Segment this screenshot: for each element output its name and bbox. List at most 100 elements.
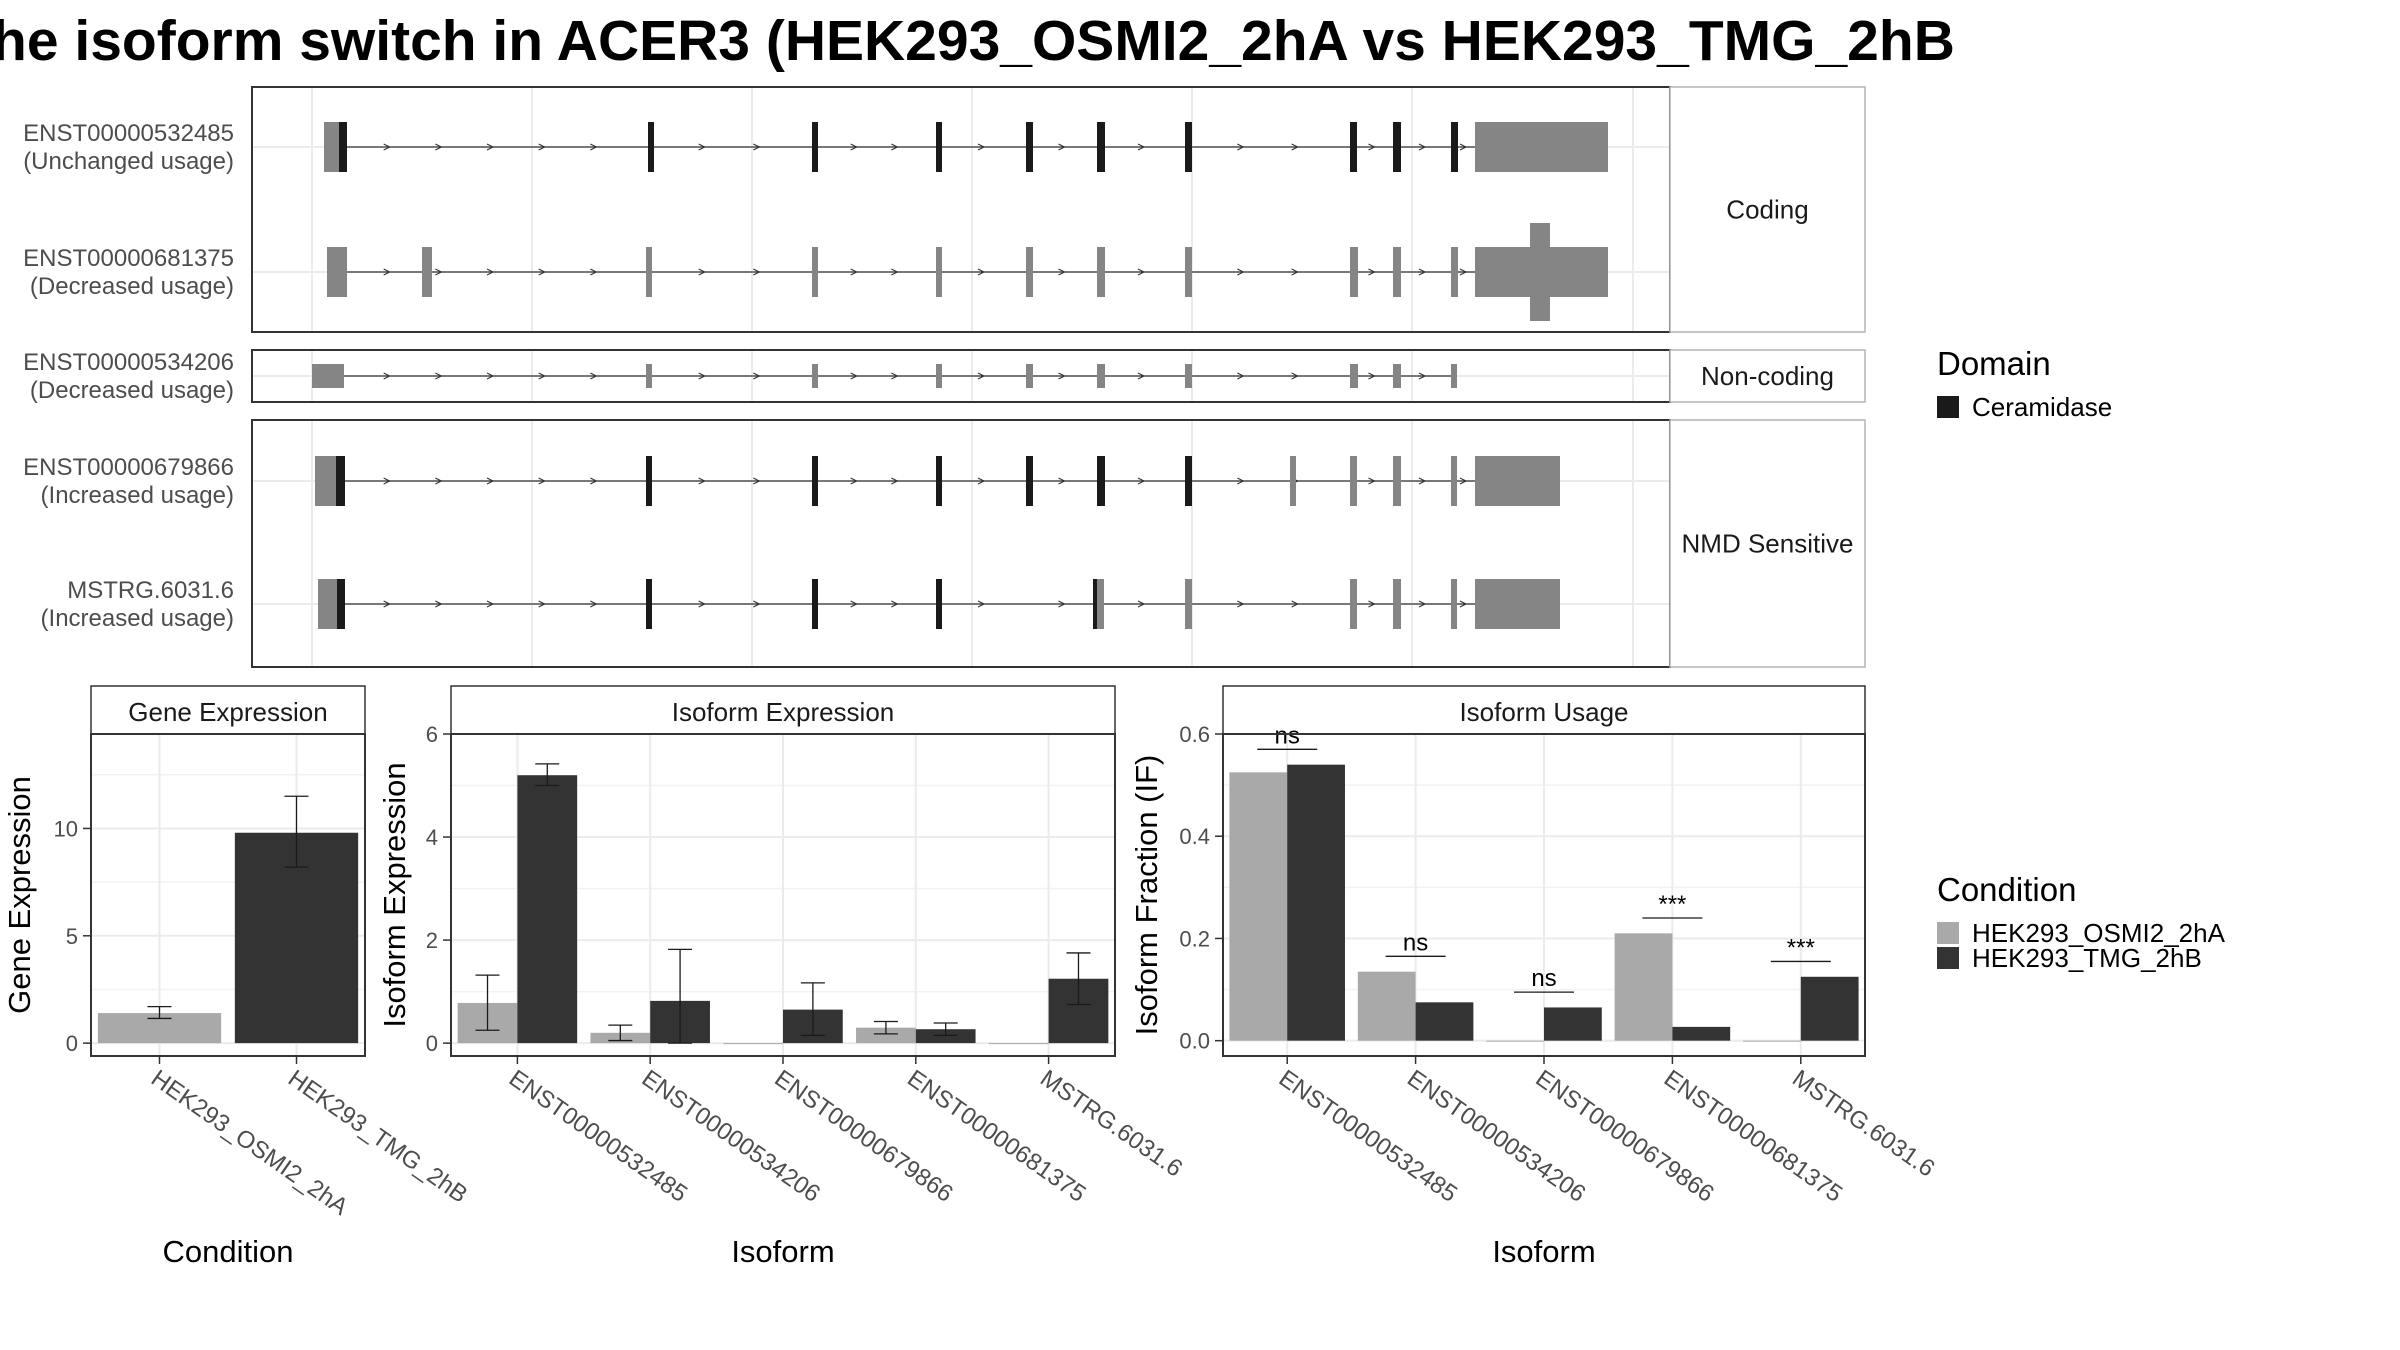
ceramidase-domain-exon — [1026, 122, 1033, 172]
ceramidase-domain-exon — [648, 122, 654, 172]
condition-legend-title: Condition — [1937, 871, 2076, 908]
exon-block — [1026, 247, 1033, 297]
intron-arrow — [850, 143, 858, 151]
intron-arrow — [753, 268, 761, 276]
intron-arrow — [383, 143, 391, 151]
intron-arrow — [1418, 477, 1427, 485]
osmi2-legend-label: HEK293_OSMI2_2hA — [1972, 918, 2226, 948]
intron-arrow — [538, 143, 546, 151]
group-strip — [1669, 349, 1866, 403]
y-tick-label: 0.6 — [1179, 722, 1210, 747]
intron-arrow — [435, 372, 443, 380]
y-tick-label: 0 — [426, 1031, 438, 1056]
group-label-1: Non-coding — [1701, 361, 1834, 391]
intron-arrow — [850, 600, 858, 608]
exon-block — [327, 247, 347, 297]
group-strip — [1669, 419, 1866, 668]
intron-arrow — [1058, 477, 1066, 485]
intron-arrow — [1137, 600, 1146, 608]
isoform-id-label: ENST00000534206 — [23, 349, 234, 376]
panel-strip — [450, 685, 1116, 735]
transcript-structure-panel: Coding ENST00000532485(Unchanged usage) EN… — [23, 86, 1866, 668]
bar — [1357, 971, 1416, 1041]
ceramidase-legend-label: Ceramidase — [1972, 392, 2112, 422]
transcript-box-bg — [252, 420, 1670, 667]
ceramidase-domain-exon — [1093, 579, 1097, 629]
bar — [1614, 933, 1673, 1041]
significance-label: *** — [1787, 934, 1815, 961]
intron-arrow — [1137, 372, 1146, 380]
tmg-legend-key — [1937, 947, 1959, 969]
panel-title: Isoform Expression — [672, 697, 895, 727]
exon-block — [1480, 122, 1608, 172]
exon-block — [1393, 364, 1401, 388]
intron-arrow — [590, 372, 598, 380]
significance-label: ns — [1403, 929, 1428, 956]
intron-arrow — [1291, 143, 1299, 151]
intron-arrow — [850, 268, 858, 276]
intron-arrow — [891, 477, 899, 485]
y-tick-label: 5 — [66, 924, 78, 949]
intron-arrow — [1058, 600, 1066, 608]
ceramidase-domain-exon — [936, 579, 942, 629]
intron-arrow — [383, 477, 391, 485]
ceramidase-domain-exon — [812, 579, 818, 629]
group-strip — [1669, 86, 1866, 333]
exon-block — [1451, 364, 1457, 388]
isoform-usage-label: (Unchanged usage) — [23, 148, 234, 175]
intron-arrow — [891, 143, 899, 151]
y-tick-label: 0.0 — [1179, 1029, 1210, 1054]
intron-arrow — [383, 372, 391, 380]
y-tick-label: 10 — [54, 816, 78, 841]
intron-arrow — [977, 600, 986, 608]
intron-arrow — [1459, 143, 1468, 151]
y-tick-label: 6 — [426, 722, 438, 747]
intron-arrow — [850, 477, 858, 485]
intron-arrow — [435, 600, 443, 608]
y-axis-title: Isoform Fraction (IF) — [1129, 755, 1164, 1036]
intron-arrow — [1058, 268, 1066, 276]
exon-block — [422, 247, 432, 297]
intron-arrow — [1137, 268, 1146, 276]
panel-strip — [90, 685, 366, 735]
exon-block — [315, 456, 331, 506]
ceramidase-domain-exon — [936, 456, 942, 506]
intron-arrow — [1368, 600, 1376, 608]
intron-arrow — [977, 477, 986, 485]
intron-arrow — [1368, 268, 1376, 276]
ceramidase-domain-exon — [339, 122, 347, 172]
intron-arrow — [1418, 372, 1427, 380]
intron-arrow — [891, 372, 899, 380]
y-tick-label: 4 — [426, 825, 438, 850]
intron-arrow — [1237, 372, 1245, 380]
bar — [1415, 1002, 1474, 1041]
domain-legend: Domain Ceramidase — [1937, 345, 2112, 422]
exon-block — [1350, 247, 1358, 297]
x-axis-title: Condition — [163, 1234, 294, 1269]
exon-block — [1350, 456, 1357, 506]
intron-arrow — [435, 477, 443, 485]
intron-arrow — [753, 600, 761, 608]
ceramidase-domain-exon — [1185, 122, 1192, 172]
intron-arrow — [435, 268, 443, 276]
ceramidase-domain-exon — [812, 122, 818, 172]
intron-arrow — [486, 268, 495, 276]
intron-arrow — [1058, 143, 1066, 151]
bar — [1544, 1007, 1602, 1041]
ceramidase-domain-exon — [646, 456, 652, 506]
intron-arrow — [1418, 268, 1427, 276]
ceramidase-domain-exon — [936, 122, 942, 172]
intron-arrow — [538, 268, 546, 276]
intron-arrow — [1237, 268, 1245, 276]
exon-block — [1475, 456, 1560, 506]
exon-block — [936, 364, 942, 388]
ceramidase-domain-exon — [1185, 456, 1192, 506]
exon-block — [812, 364, 818, 388]
bar — [856, 1027, 916, 1044]
transcript-box-bg — [252, 87, 1670, 332]
intron-arrow — [1137, 477, 1146, 485]
y-tick-label: 0 — [66, 1031, 78, 1056]
intron-arrow — [891, 268, 899, 276]
isoform-usage-label: (Increased usage) — [41, 605, 234, 632]
exon-block — [318, 579, 332, 629]
